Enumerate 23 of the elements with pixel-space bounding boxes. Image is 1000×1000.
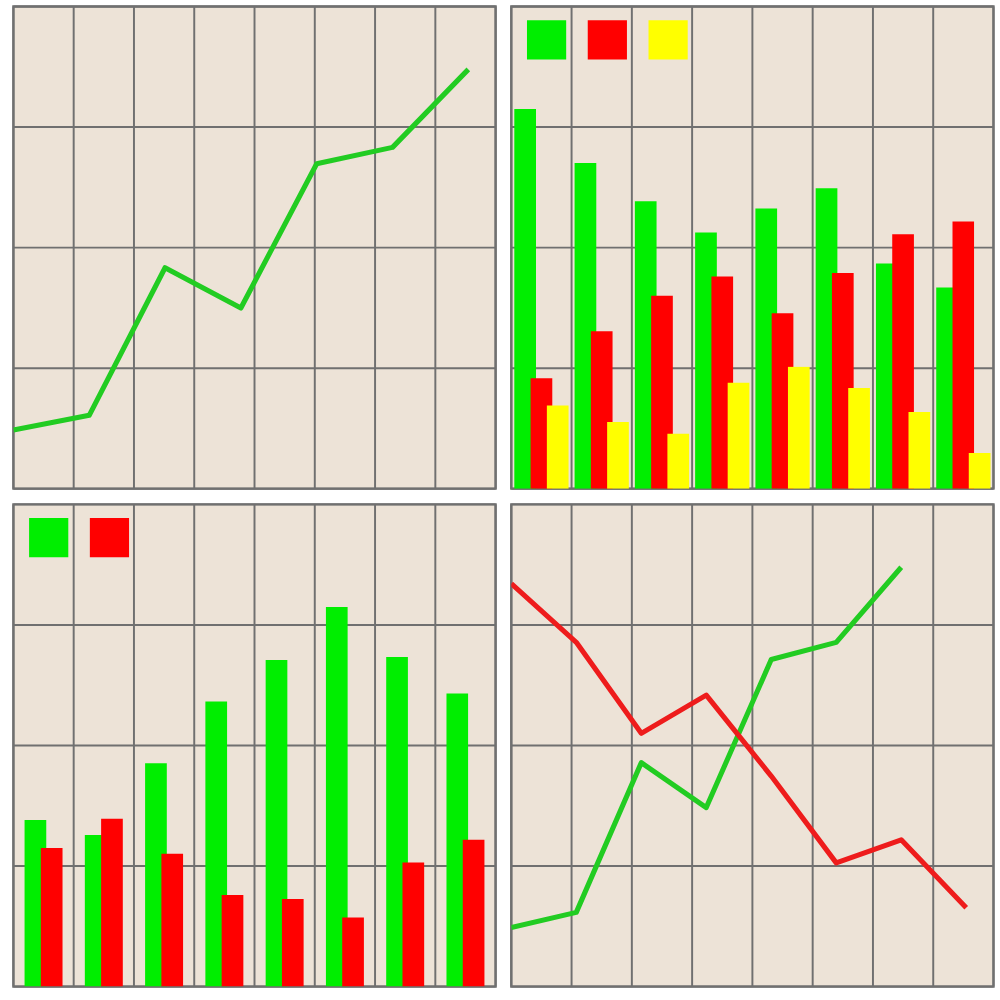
bar: [221, 895, 244, 987]
bar: [514, 109, 537, 489]
bar: [205, 701, 228, 987]
bar: [848, 388, 870, 489]
bar: [968, 453, 991, 489]
bar: [342, 917, 364, 987]
bar: [101, 818, 123, 987]
bar: [727, 382, 750, 489]
bar: [462, 839, 485, 987]
bar: [787, 366, 810, 489]
bar: [546, 405, 569, 489]
bar: [265, 660, 288, 987]
bar: [892, 234, 914, 489]
bar: [908, 412, 931, 489]
bar: [40, 848, 63, 987]
bar: [952, 221, 975, 489]
bar: [651, 295, 673, 489]
bar: [325, 606, 348, 987]
bar: [281, 898, 304, 987]
bar: [161, 853, 184, 987]
bar: [607, 421, 629, 489]
bar: [667, 433, 690, 489]
bar: [402, 862, 425, 987]
